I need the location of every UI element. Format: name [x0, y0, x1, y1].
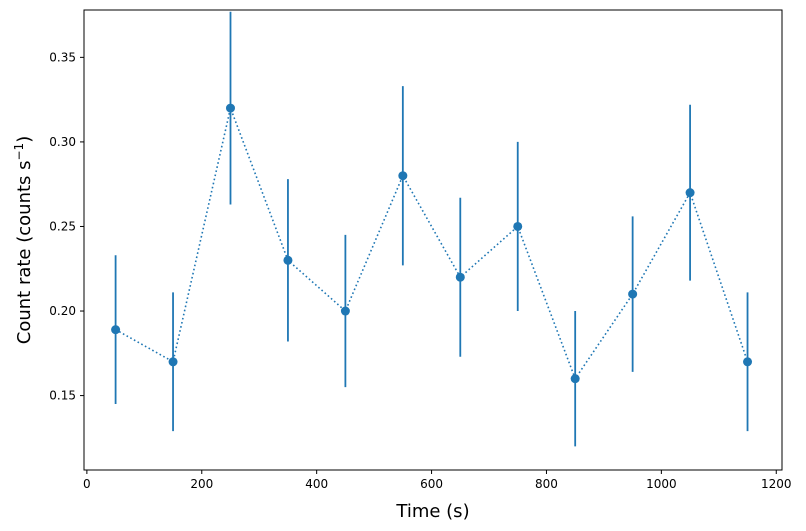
y-tick-label-4: 0.35: [49, 50, 76, 64]
y-axis: 0.15 0.20 0.25 0.30 0.35: [49, 50, 84, 403]
y-tick-label-1: 0.20: [49, 304, 76, 318]
data-point-9: [628, 289, 638, 299]
data-point-3: [283, 255, 293, 265]
x-tick-label-4: 800: [535, 477, 558, 491]
y-axis-label-main: Count rate (counts s: [14, 160, 35, 344]
y-axis-label-close: ): [14, 136, 35, 143]
series-layer: [111, 11, 753, 447]
x-tick-label-0: 0: [83, 477, 91, 491]
data-point-11: [743, 357, 753, 367]
data-point-5: [398, 171, 408, 181]
series-line: [115, 105, 749, 381]
x-axis-label: Time (s): [395, 501, 469, 522]
x-tick-label-3: 600: [420, 477, 443, 491]
data-point-6: [455, 272, 465, 282]
data-point-1: [168, 357, 178, 367]
y-tick-label-2: 0.25: [49, 219, 76, 233]
x-tick-label-5: 1000: [646, 477, 677, 491]
x-axis: 0 200 400 600 800 1000 1200: [83, 470, 792, 491]
data-point-4: [340, 306, 350, 316]
y-tick-label-3: 0.30: [49, 135, 76, 149]
data-point-7: [513, 221, 523, 231]
y-tick-label-0: 0.15: [49, 389, 76, 403]
x-tick-label-1: 200: [190, 477, 213, 491]
data-point-8: [570, 374, 580, 384]
data-point-10: [685, 188, 695, 198]
plot-area: [84, 10, 782, 470]
y-axis-label-sup-sign: −: [12, 150, 26, 160]
data-point-0: [111, 325, 121, 335]
y-axis-label: Count rate (counts s−1): [12, 136, 35, 344]
y-axis-label-sup-num: 1: [12, 143, 26, 151]
plot-frame: [83, 9, 783, 471]
x-tick-label-6: 1200: [761, 477, 792, 491]
x-tick-label-2: 400: [305, 477, 328, 491]
data-point-2: [225, 103, 235, 113]
